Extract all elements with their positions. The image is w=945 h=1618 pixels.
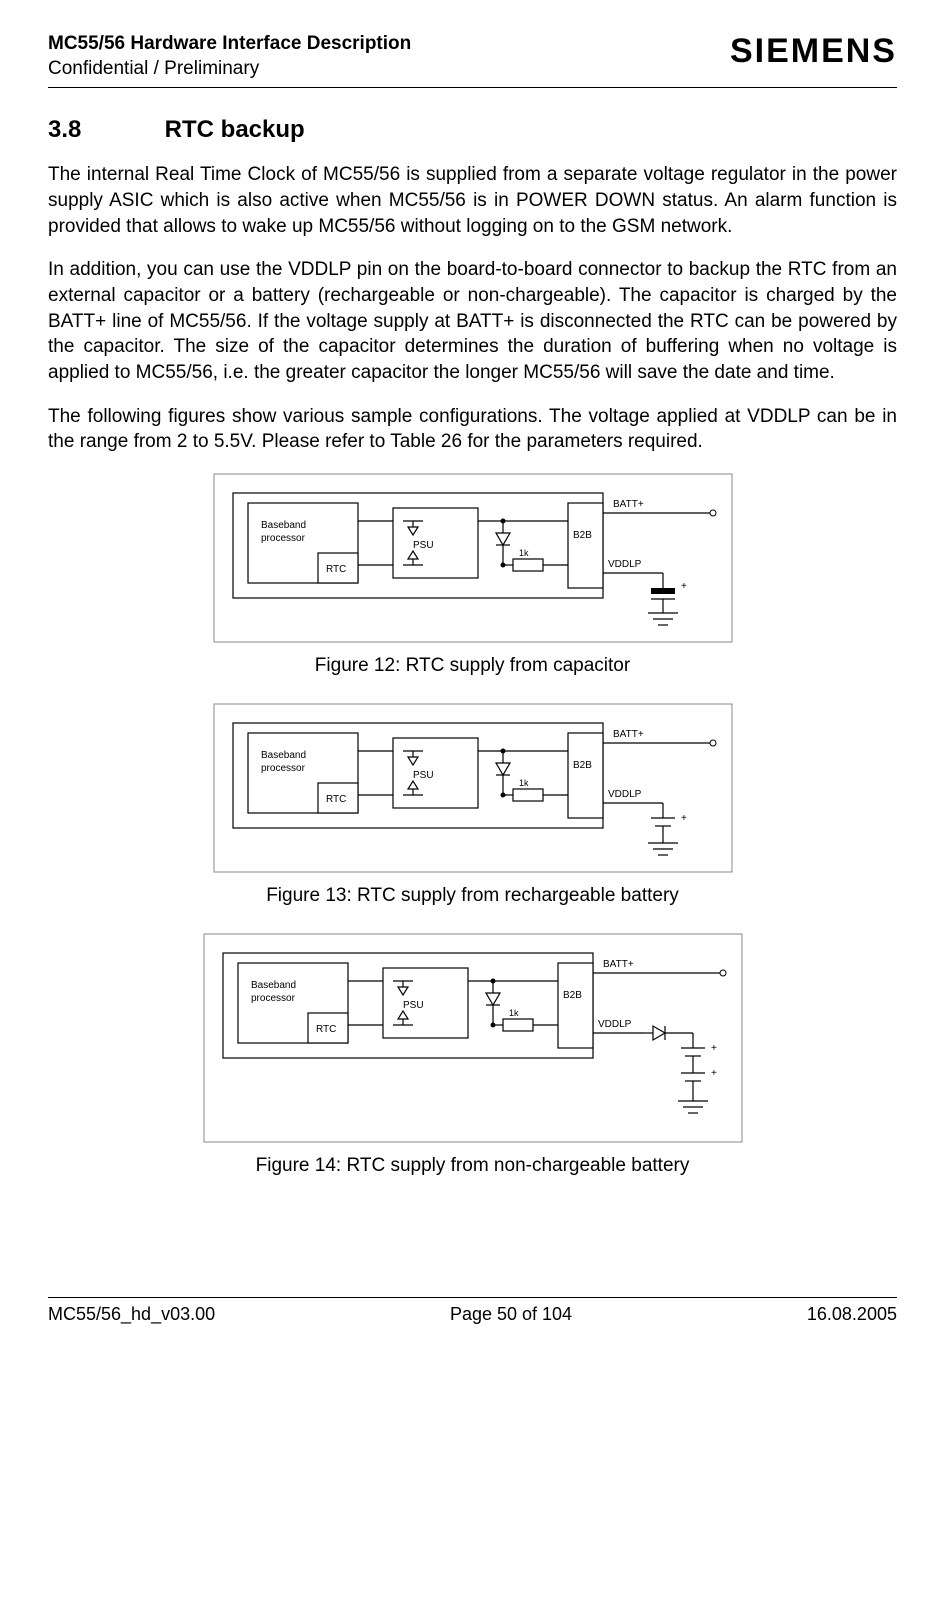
header: MC55/56 Hardware Interface Description C… (48, 32, 897, 81)
doc-title: MC55/56 Hardware Interface Description (48, 32, 411, 57)
paragraph-3: The following figures show various sampl… (48, 404, 897, 455)
section-title: RTC backup (165, 116, 305, 143)
label-baseband-3: Baseband (251, 980, 296, 991)
label-processor-3: processor (251, 993, 296, 1004)
figure-14-svg: Baseband processor RTC PSU 1k B2B (203, 933, 743, 1143)
header-left: MC55/56 Hardware Interface Description C… (48, 32, 411, 81)
label-batt-2: BATT+ (613, 729, 644, 740)
footer: MC55/56_hd_v03.00 Page 50 of 104 16.08.2… (48, 1297, 897, 1325)
paragraph-1: The internal Real Time Clock of MC55/56 … (48, 162, 897, 239)
label-plus-2: + (681, 813, 687, 824)
label-rtc-2: RTC (326, 794, 346, 805)
label-b2b-2: B2B (573, 760, 592, 771)
figure-12-svg: Baseband processor RTC PSU 1k (213, 473, 733, 643)
section-heading: 3.8 RTC backup (48, 116, 897, 144)
label-processor-2: processor (261, 763, 306, 774)
figure-13: Baseband processor RTC PSU 1k B2B (48, 703, 897, 873)
label-psu-3: PSU (403, 1000, 424, 1011)
label-vddlp-3: VDDLP (598, 1019, 632, 1030)
label-baseband-2: Baseband (261, 750, 306, 761)
paragraph-2: In addition, you can use the VDDLP pin o… (48, 257, 897, 385)
label-b2b: B2B (573, 530, 592, 541)
label-vddlp-2: VDDLP (608, 789, 642, 800)
label-b2b-3: B2B (563, 990, 582, 1001)
label-plus-1: + (681, 581, 687, 592)
figure-12-caption: Figure 12: RTC supply from capacitor (48, 655, 897, 677)
figure-13-caption: Figure 13: RTC supply from rechargeable … (48, 885, 897, 907)
label-1k: 1k (519, 548, 529, 558)
footer-right: 16.08.2005 (807, 1304, 897, 1325)
label-1k-2: 1k (519, 778, 529, 788)
label-psu: PSU (413, 540, 434, 551)
label-baseband: Baseband (261, 520, 306, 531)
label-processor: processor (261, 533, 306, 544)
figure-13-svg: Baseband processor RTC PSU 1k B2B (213, 703, 733, 873)
header-rule (48, 87, 897, 88)
figure-14-caption: Figure 14: RTC supply from non-chargeabl… (48, 1155, 897, 1177)
section-number: 3.8 (48, 116, 158, 144)
label-psu-2: PSU (413, 770, 434, 781)
label-vddlp: VDDLP (608, 559, 642, 570)
label-batt: BATT+ (613, 499, 644, 510)
figure-12: Baseband processor RTC PSU 1k (48, 473, 897, 643)
label-plus-3a: + (711, 1043, 717, 1054)
label-rtc: RTC (326, 564, 346, 575)
label-rtc-3: RTC (316, 1024, 336, 1035)
doc-subtitle: Confidential / Preliminary (48, 57, 411, 82)
label-batt-3: BATT+ (603, 959, 634, 970)
footer-left: MC55/56_hd_v03.00 (48, 1304, 215, 1325)
page: MC55/56 Hardware Interface Description C… (0, 0, 945, 1349)
footer-center: Page 50 of 104 (450, 1304, 572, 1325)
label-1k-3: 1k (509, 1008, 519, 1018)
label-plus-3b: + (711, 1068, 717, 1079)
siemens-logo: SIEMENS (730, 32, 897, 71)
figure-14: Baseband processor RTC PSU 1k B2B (48, 933, 897, 1143)
